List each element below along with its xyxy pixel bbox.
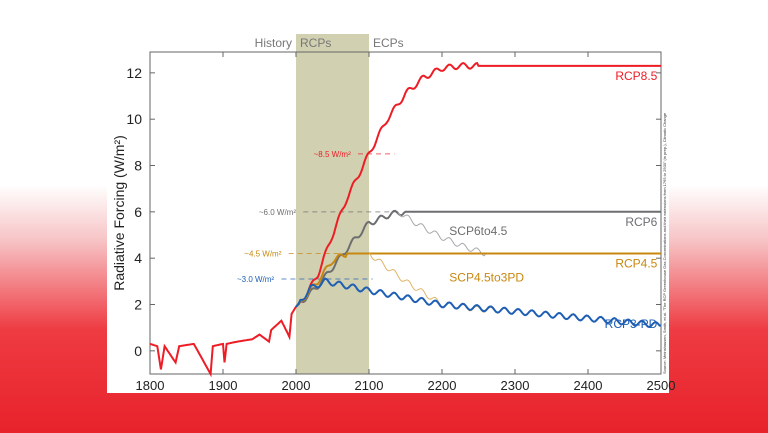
x-tick-label: 2000 <box>282 378 311 393</box>
period-label-history: History <box>255 36 292 50</box>
period-label-rcps: RCPs <box>300 36 331 50</box>
series-label-rcp8-5: RCP8.5 <box>615 69 657 83</box>
rcp-period-band <box>296 34 369 374</box>
x-tick-label: 1900 <box>209 378 238 393</box>
annotation-label: ~8.5 W/m² <box>314 150 351 159</box>
source-note: Source: Meinshausen, Smith, et al. "The … <box>662 112 667 374</box>
series-line-rcp8-5 <box>149 61 662 378</box>
series-label-rcp3-pd: RCP3-PD <box>605 317 658 331</box>
series-label-scp4-5to3pd: SCP4.5to3PD <box>449 270 524 284</box>
annotation-label: ~4.5 W/m² <box>244 250 281 259</box>
y-tick-label: 0 <box>134 343 142 359</box>
annotation-label: ~6.0 W/m² <box>259 208 296 217</box>
y-tick-label: 10 <box>126 111 142 127</box>
series-label-rcp4-5: RCP4.5 <box>615 257 657 271</box>
y-tick-label: 8 <box>134 158 142 174</box>
x-tick-label: 2100 <box>355 378 384 393</box>
period-label-ecps: ECPs <box>373 36 404 50</box>
y-tick-label: 12 <box>126 65 142 81</box>
y-tick-label: 6 <box>134 204 142 220</box>
x-tick-label: 2500 <box>647 378 676 393</box>
y-tick-label: 2 <box>134 297 142 313</box>
x-tick-label: 2400 <box>574 378 603 393</box>
x-tick-label: 2300 <box>501 378 530 393</box>
x-tick-label: 2200 <box>428 378 457 393</box>
series-line-scp6to4-5 <box>397 212 487 257</box>
y-axis-label: Radiative Forcing (W/m²) <box>111 135 127 291</box>
x-tick-label: 1800 <box>136 378 165 393</box>
series-line-rcp6 <box>295 209 662 308</box>
y-tick-label: 4 <box>134 250 142 266</box>
series-line-rcp3-pd <box>295 277 662 329</box>
plot-frame <box>149 51 662 375</box>
series-label-rcp6: RCP6 <box>625 215 657 229</box>
annotation-label: ~3.0 W/m² <box>237 275 274 284</box>
series-label-scp6to4-5: SCP6to4.5 <box>449 224 507 238</box>
series-line-rcp4-5 <box>295 252 662 308</box>
